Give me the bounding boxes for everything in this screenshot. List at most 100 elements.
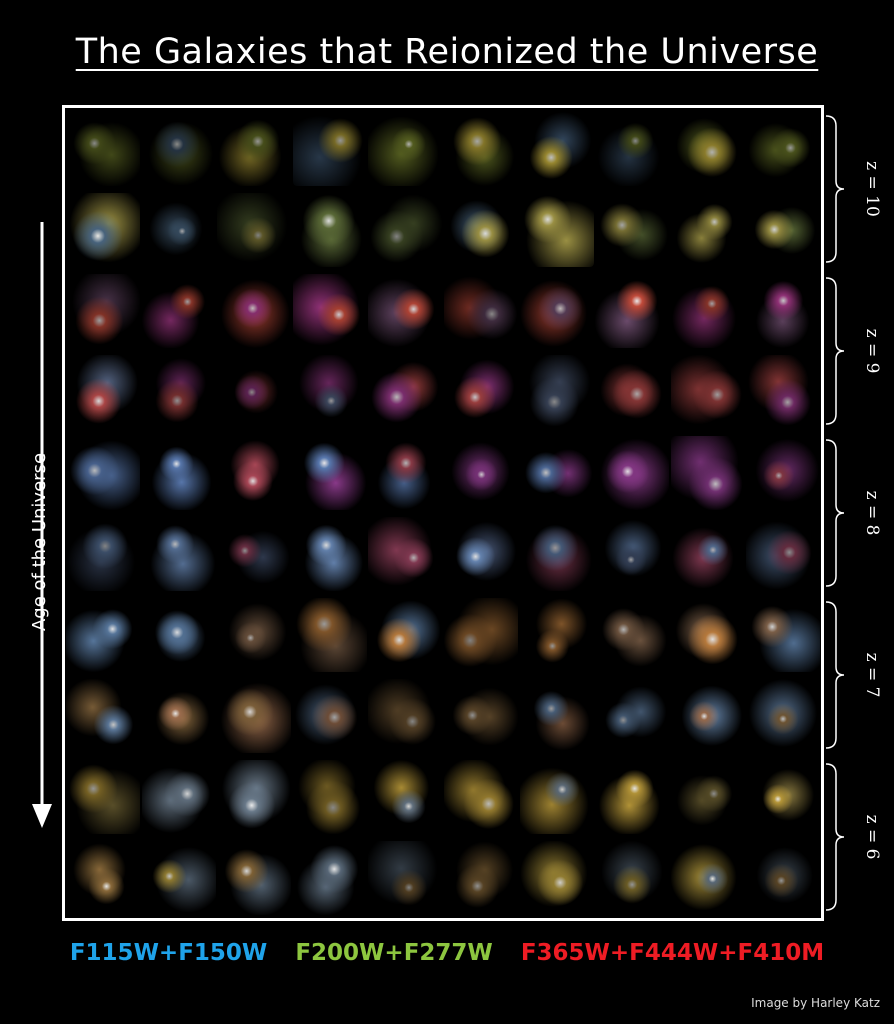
galaxy-thumbnail	[519, 274, 594, 348]
galaxy-thumbnail	[292, 841, 367, 915]
galaxy-thumbnail	[746, 679, 821, 753]
galaxy-thumbnail	[444, 679, 518, 753]
galaxy-thumbnail	[746, 355, 821, 429]
galaxy-thumbnail	[670, 112, 745, 186]
galaxy-thumbnail	[141, 679, 216, 753]
galaxy-thumbnail	[670, 517, 745, 591]
redshift-label: z = 6	[862, 814, 882, 860]
galaxy-thumbnail	[519, 193, 594, 267]
galaxy-thumbnail	[670, 355, 745, 429]
galaxy-thumbnail	[595, 841, 670, 915]
galaxy-thumbnail	[141, 760, 216, 834]
galaxy-thumbnail	[368, 841, 443, 915]
galaxy-thumbnail	[368, 679, 443, 753]
redshift-label: z = 9	[862, 328, 882, 374]
galaxy-thumbnail	[368, 274, 443, 348]
redshift-label: z = 7	[862, 652, 882, 698]
galaxy-thumbnail	[670, 679, 745, 753]
galaxy-thumbnail	[746, 760, 821, 834]
galaxy-thumbnail	[66, 193, 140, 267]
galaxy-thumbnail	[141, 436, 216, 510]
galaxy-thumbnail	[217, 436, 292, 510]
galaxy-thumbnail	[670, 193, 745, 267]
galaxy-thumbnail	[746, 436, 821, 510]
galaxy-thumbnail	[595, 517, 670, 591]
galaxy-thumbnail	[519, 679, 594, 753]
galaxy-thumbnail	[519, 841, 594, 915]
bracket-icon	[825, 601, 845, 749]
galaxy-thumbnail	[66, 598, 140, 672]
galaxy-thumbnail	[595, 274, 670, 348]
galaxy-thumbnail	[444, 517, 518, 591]
galaxy-thumbnail	[292, 274, 367, 348]
galaxy-thumbnail	[141, 598, 216, 672]
galaxy-thumbnail	[519, 760, 594, 834]
galaxy-thumbnail	[141, 841, 216, 915]
galaxy-thumbnail	[595, 436, 670, 510]
galaxy-thumbnail	[66, 679, 140, 753]
galaxy-thumbnail	[746, 517, 821, 591]
galaxy-thumbnail	[66, 355, 140, 429]
galaxy-thumbnail	[746, 112, 821, 186]
filter-label-red: F365W+F444W+F410M	[520, 940, 825, 966]
galaxy-thumbnail	[670, 274, 745, 348]
redshift-label: z = 8	[862, 490, 882, 536]
galaxy-thumbnail	[444, 193, 518, 267]
filter-legend: F115W+F150W F200W+F277W F365W+F444W+F410…	[0, 940, 894, 966]
galaxy-thumbnail	[66, 436, 140, 510]
galaxy-thumbnail	[746, 598, 821, 672]
galaxy-thumbnail	[217, 274, 292, 348]
galaxy-thumbnail	[444, 112, 518, 186]
redshift-group: z = 10	[824, 114, 894, 264]
bracket-icon	[825, 763, 845, 911]
redshift-label: z = 10	[862, 161, 882, 217]
galaxy-thumbnail	[292, 598, 367, 672]
galaxy-thumbnail	[66, 760, 140, 834]
galaxy-thumbnail	[66, 841, 140, 915]
galaxy-thumbnail	[217, 598, 292, 672]
galaxy-thumbnail	[519, 598, 594, 672]
galaxy-thumbnail	[444, 355, 518, 429]
galaxy-thumbnail	[292, 355, 367, 429]
galaxy-thumbnail	[141, 517, 216, 591]
galaxy-thumbnail	[444, 274, 518, 348]
galaxy-thumbnail	[368, 517, 443, 591]
galaxy-thumbnail	[217, 760, 292, 834]
galaxy-thumbnail	[670, 598, 745, 672]
redshift-group: z = 6	[824, 762, 894, 912]
bracket-icon	[825, 115, 845, 263]
galaxy-thumbnail	[292, 193, 367, 267]
bracket-icon	[825, 439, 845, 587]
galaxy-thumbnail	[368, 112, 443, 186]
galaxy-thumbnail	[670, 841, 745, 915]
galaxy-thumbnail	[368, 598, 443, 672]
filter-label-green: F200W+F277W	[295, 940, 493, 966]
galaxy-thumbnail	[595, 193, 670, 267]
galaxy-thumbnail	[217, 517, 292, 591]
galaxy-thumbnail	[217, 112, 292, 186]
galaxy-thumbnail	[595, 760, 670, 834]
galaxy-thumbnail	[141, 355, 216, 429]
galaxy-thumbnail	[292, 679, 367, 753]
galaxy-thumbnail	[292, 760, 367, 834]
galaxy-grid-frame	[62, 105, 824, 921]
galaxy-thumbnail	[444, 760, 518, 834]
galaxy-thumbnail	[217, 679, 292, 753]
galaxy-thumbnail	[595, 598, 670, 672]
galaxy-thumbnail	[519, 436, 594, 510]
redshift-group: z = 7	[824, 600, 894, 750]
galaxy-thumbnail	[595, 355, 670, 429]
galaxy-thumbnail	[444, 598, 518, 672]
galaxy-thumbnail	[292, 112, 367, 186]
filter-label-blue: F115W+F150W	[69, 940, 268, 966]
galaxy-thumbnail	[746, 193, 821, 267]
galaxy-thumbnail	[217, 355, 292, 429]
age-arrow	[32, 222, 52, 828]
galaxy-thumbnail	[66, 517, 140, 591]
galaxy-thumbnail	[670, 436, 745, 510]
galaxy-thumbnail	[368, 193, 443, 267]
galaxy-thumbnail	[217, 193, 292, 267]
galaxy-thumbnail	[217, 841, 292, 915]
galaxy-thumbnail	[368, 355, 443, 429]
age-axis-label: Age of the Universe	[29, 452, 50, 632]
